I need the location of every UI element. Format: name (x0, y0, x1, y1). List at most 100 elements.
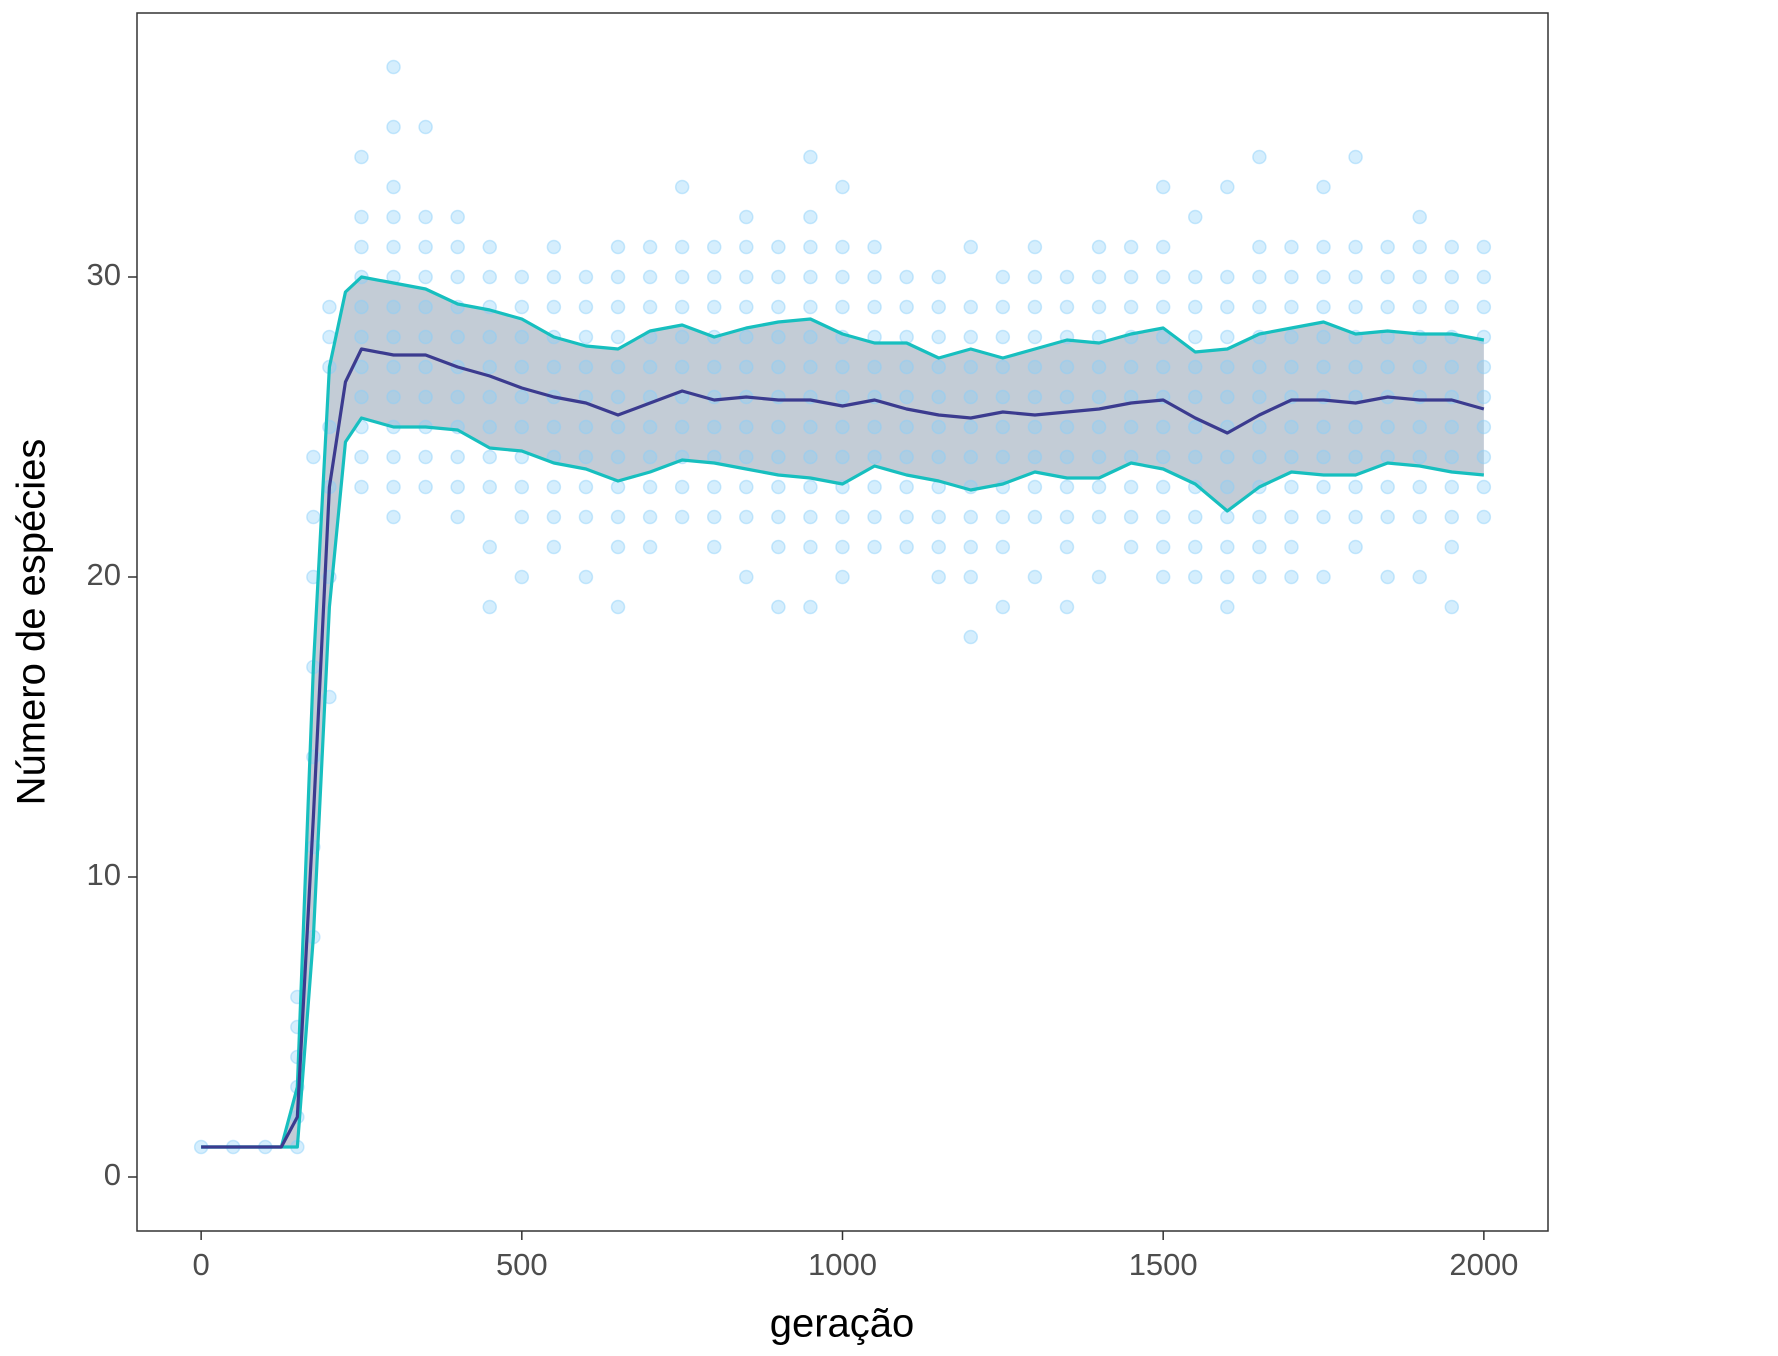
point (1091, 569, 1107, 585)
point (418, 269, 433, 285)
point (1444, 599, 1460, 615)
point (1220, 299, 1235, 315)
point (963, 449, 979, 465)
point (1123, 269, 1139, 285)
point (482, 449, 497, 465)
point (1252, 269, 1267, 285)
point (1155, 419, 1171, 435)
point (1220, 329, 1235, 345)
point (867, 449, 882, 465)
mean-line (201, 347, 1485, 1149)
point (1220, 569, 1235, 585)
point (1252, 389, 1267, 405)
point (1027, 359, 1043, 375)
point (1155, 359, 1171, 375)
point (1380, 239, 1395, 255)
point (1252, 149, 1267, 165)
point (931, 419, 946, 435)
point (1284, 539, 1299, 555)
point (450, 479, 465, 495)
point (1188, 209, 1203, 225)
point (610, 239, 626, 255)
point (1123, 419, 1139, 435)
point (1444, 449, 1460, 465)
point (1476, 449, 1492, 465)
point (1252, 509, 1267, 525)
point (1284, 239, 1299, 255)
point (354, 449, 369, 465)
point (867, 359, 882, 375)
point (1220, 179, 1235, 195)
point (931, 359, 946, 375)
bound-line (201, 275, 1485, 1149)
point (803, 539, 818, 555)
point (514, 509, 530, 525)
point (1220, 599, 1235, 615)
point (835, 389, 850, 405)
point (1444, 539, 1460, 555)
point (1316, 419, 1331, 435)
point (482, 389, 497, 405)
point (418, 449, 433, 465)
point (578, 569, 594, 585)
point (739, 329, 754, 345)
point (1027, 239, 1043, 255)
point (1444, 419, 1460, 435)
point (418, 119, 433, 135)
point (1220, 539, 1235, 555)
point (386, 239, 401, 255)
point (1091, 479, 1107, 495)
point (1412, 239, 1427, 255)
point (1348, 539, 1363, 555)
point (354, 299, 369, 315)
point (963, 299, 979, 315)
point (899, 419, 914, 435)
point (1284, 299, 1299, 315)
point (995, 419, 1011, 435)
point (771, 479, 786, 495)
point (1284, 359, 1299, 375)
point (1380, 479, 1395, 495)
point (771, 449, 786, 465)
point (1091, 299, 1107, 315)
point (1155, 299, 1171, 315)
y-tick-label: 10 (87, 857, 121, 892)
point (482, 599, 497, 615)
point (1220, 449, 1235, 465)
point (1059, 509, 1075, 525)
point (1476, 299, 1492, 315)
point (739, 269, 754, 285)
point (771, 359, 786, 375)
point (1059, 449, 1075, 465)
x-tick-label: 1000 (808, 1247, 877, 1282)
point (963, 539, 979, 555)
point (674, 179, 690, 195)
point (674, 329, 690, 345)
point (963, 509, 979, 525)
point (803, 419, 818, 435)
point (1252, 419, 1267, 435)
point (1444, 239, 1460, 255)
point (963, 389, 979, 405)
point (610, 449, 626, 465)
point (1220, 389, 1235, 405)
point (674, 419, 690, 435)
point (1188, 389, 1203, 405)
point (1476, 479, 1492, 495)
point (803, 599, 818, 615)
point (1027, 569, 1043, 585)
point (899, 479, 914, 495)
point (482, 539, 497, 555)
point (739, 239, 754, 255)
point (1188, 449, 1203, 465)
point (1412, 299, 1427, 315)
point (1220, 269, 1235, 285)
point (418, 209, 433, 225)
point (610, 419, 626, 435)
point (899, 299, 914, 315)
point (1155, 539, 1171, 555)
point (803, 209, 818, 225)
point (1091, 449, 1107, 465)
point (1027, 509, 1043, 525)
point (1412, 449, 1427, 465)
